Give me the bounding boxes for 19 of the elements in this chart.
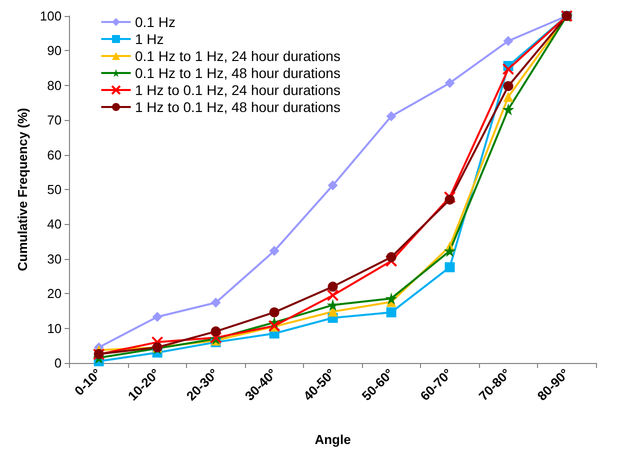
y-tick-label: 30 <box>47 251 62 266</box>
y-tick-label: 20 <box>47 286 62 302</box>
legend-label: 0.1 Hz <box>135 14 176 30</box>
legend-label: 1 Hz to 0.1 Hz, 24 hour durations <box>135 82 340 98</box>
y-tick-label: 80 <box>47 78 62 93</box>
legend-label: 1 Hz <box>135 31 164 47</box>
legend-label: 0.1 Hz to 1 Hz, 24 hour durations <box>135 48 340 64</box>
y-tick-label: 50 <box>47 182 62 197</box>
y-tick-label: 100 <box>40 8 62 24</box>
legend-label: 1 Hz to 0.1 Hz, 48 hour durations <box>135 99 340 115</box>
x-axis-title: Angle <box>314 432 351 447</box>
y-tick-label: 0 <box>54 356 62 370</box>
y-tick-label: 10 <box>47 320 62 336</box>
y-axis-title: Cumulative Frequency (%) <box>15 108 30 272</box>
y-tick-label: 90 <box>47 43 62 58</box>
y-tick-label: 60 <box>47 147 62 162</box>
legend-label: 0.1 Hz to 1 Hz, 48 hour durations <box>135 65 340 81</box>
y-tick-label: 70 <box>47 112 62 128</box>
y-tick-label: 40 <box>47 216 62 232</box>
